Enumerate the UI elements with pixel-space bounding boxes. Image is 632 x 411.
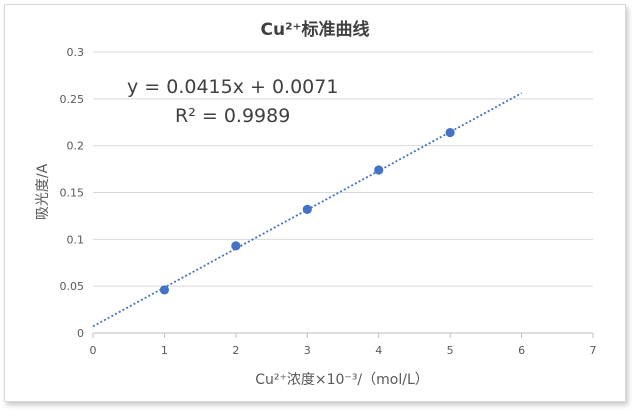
chart-title: Cu²⁺标准曲线 bbox=[261, 19, 370, 40]
data-point bbox=[374, 165, 384, 175]
y-tick-label: 0.15 bbox=[60, 187, 85, 200]
y-tick-label: 0.3 bbox=[67, 46, 85, 59]
data-point bbox=[231, 241, 241, 251]
x-tick-label: 5 bbox=[447, 344, 454, 357]
data-point bbox=[302, 204, 312, 214]
y-tick-label: 0.05 bbox=[60, 280, 85, 293]
data-point bbox=[159, 285, 170, 295]
gridlines bbox=[93, 51, 593, 287]
chart-container: Cu²⁺标准曲线 0 0.05 0.1 0.15 0.2 0.25 0.3 0 1 2 3 4 5 6 7 … bbox=[4, 4, 626, 402]
x-tick-label: 2 bbox=[232, 344, 239, 357]
trendline-equation: y = 0.0415x + 0.0071 bbox=[127, 76, 338, 98]
y-tick-label: 0.2 bbox=[67, 140, 85, 153]
data-points bbox=[159, 127, 455, 295]
y-tick-label: 0.1 bbox=[67, 233, 85, 246]
y-axis-title: 吸光度/A bbox=[35, 163, 51, 220]
chart-plot: Cu²⁺标准曲线 00.050.10.150.20.250.30 1 2 3 4 5 6 7 … bbox=[35, 19, 597, 388]
trendline-r-squared: R² = 0.9989 bbox=[175, 105, 290, 127]
y-tick-label: 0.25 bbox=[60, 93, 85, 106]
x-tick-label: 4 bbox=[375, 344, 382, 357]
data-point bbox=[445, 127, 455, 138]
x-tick-label: 6 bbox=[518, 344, 525, 357]
x-axis-title: Cu²⁺浓度×10⁻³/（mol/L） bbox=[255, 372, 429, 388]
x-tick-label: 0 bbox=[90, 344, 97, 357]
y-tick-label: 0 bbox=[77, 327, 84, 340]
x-tick-label: 3 bbox=[304, 344, 311, 357]
x-tick-label: 7 bbox=[590, 344, 597, 357]
axes: 0 0.05 0.1 0.15 0.2 0.25 0.3 0 1 2 3 4 5 6 7 bbox=[60, 46, 597, 357]
x-tick-label: 1 bbox=[161, 344, 168, 357]
